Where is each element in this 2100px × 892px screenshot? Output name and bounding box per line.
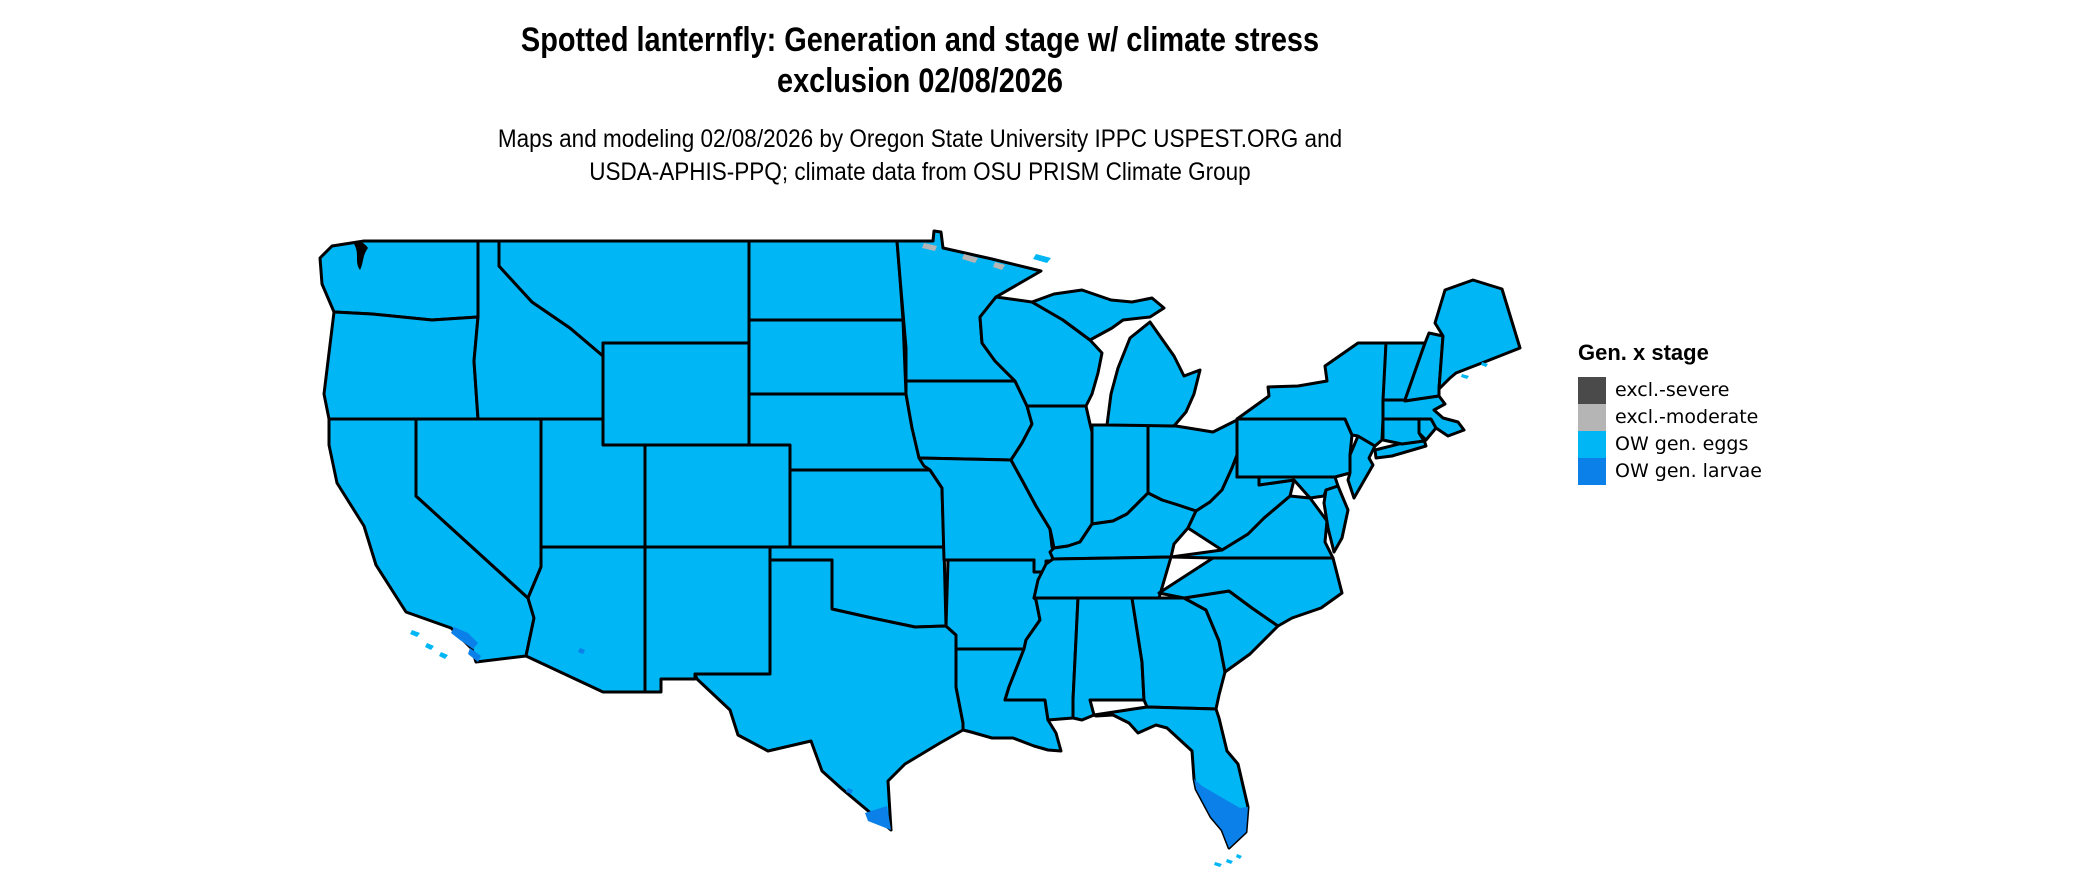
maine-coast-island: [1461, 374, 1469, 379]
islands-ow-gen-eggs-layer: [410, 254, 1488, 867]
figure-title-line1: Spotted lanternfly: Generation and stage…: [520, 21, 1320, 59]
legend-swatch-excl-moderate: [1578, 404, 1606, 431]
legend: Gen. x stage excl.-severe excl.-moderate…: [1578, 340, 1762, 485]
state-iowa: [904, 379, 1034, 462]
figure-subtitle: Maps and modeling 02/08/2026 by Oregon S…: [312, 123, 1528, 189]
legend-title: Gen. x stage: [1578, 340, 1709, 365]
state-oregon: [322, 310, 480, 421]
larvae-zone-south-texas: [865, 806, 891, 830]
states-ow-gen-eggs-layer: [318, 229, 1522, 850]
figure-title-line2: exclusion 02/08/2026: [777, 62, 1063, 100]
legend-item-ow-gen-larvae: OW gen. larvae: [1578, 458, 1762, 485]
legend-label-excl-moderate: excl.-moderate: [1615, 406, 1759, 428]
state-maine: [1433, 278, 1522, 391]
delmarva-peninsula: [1322, 484, 1350, 554]
maine-coast-island: [1481, 362, 1488, 367]
isle-royale-island: [1033, 254, 1051, 263]
excl-moderate-layer: [922, 243, 1005, 270]
larvae-speck-arizona: [578, 648, 585, 654]
figure-subtitle-line1: Maps and modeling 02/08/2026 by Oregon S…: [497, 125, 1343, 153]
figure-subtitle-line2: USDA-APHIS-PPQ; climate data from OSU PR…: [589, 158, 1251, 186]
state-north-carolina: [1157, 556, 1344, 628]
legend-label-excl-severe: excl.-severe: [1615, 379, 1730, 401]
channel-island: [425, 643, 434, 650]
state-colorado: [643, 443, 792, 549]
state-michigan-lower: [1105, 320, 1202, 428]
florida-keys-island: [1214, 862, 1222, 867]
legend-item-excl-severe: excl.-severe: [1578, 377, 1762, 404]
state-tennessee: [1032, 555, 1173, 600]
us-map: [318, 229, 1522, 867]
channel-island: [410, 630, 420, 637]
larvae-zone-south-florida: [1194, 779, 1248, 848]
state-arizona: [524, 545, 647, 694]
ow-gen-larvae-layer: [451, 627, 1248, 848]
state-south-dakota: [747, 318, 908, 396]
channel-island: [439, 652, 448, 659]
larvae-zone-socal-coast: [451, 627, 478, 649]
legend-swatch-ow-gen-larvae: [1578, 458, 1606, 485]
florida-keys-island: [1236, 854, 1242, 859]
legend-item-excl-moderate: excl.-moderate: [1578, 404, 1762, 431]
florida-keys-island: [1226, 859, 1233, 864]
moderate-patch-north-minnesota: [993, 262, 1005, 270]
moderate-patch-north-minnesota: [962, 254, 978, 263]
legend-swatch-ow-gen-eggs: [1578, 431, 1606, 458]
legend-swatch-excl-severe: [1578, 377, 1606, 404]
legend-label-ow-gen-eggs: OW gen. eggs: [1615, 433, 1749, 455]
state-north-dakota: [747, 239, 905, 322]
state-texas: [693, 558, 965, 832]
state-wyoming: [601, 341, 751, 447]
puget-sound-detail: [354, 241, 368, 270]
state-connecticut: [1381, 417, 1426, 446]
state-washington: [318, 239, 480, 322]
larvae-zone-socal-coast: [468, 648, 481, 662]
state-kansas: [788, 468, 946, 549]
larvae-speck-texas-coast: [846, 788, 853, 794]
state-pennsylvania: [1235, 417, 1354, 479]
state-new-jersey: [1346, 434, 1377, 500]
state-new-mexico: [643, 545, 772, 694]
state-michigan-upper: [1030, 288, 1166, 342]
legend-item-ow-gen-eggs: OW gen. eggs: [1578, 431, 1762, 458]
figure-header: Spotted lanternfly: Generation and stage…: [312, 20, 1528, 189]
legend-label-ow-gen-larvae: OW gen. larvae: [1615, 460, 1762, 482]
moderate-patch-north-minnesota: [922, 243, 937, 251]
